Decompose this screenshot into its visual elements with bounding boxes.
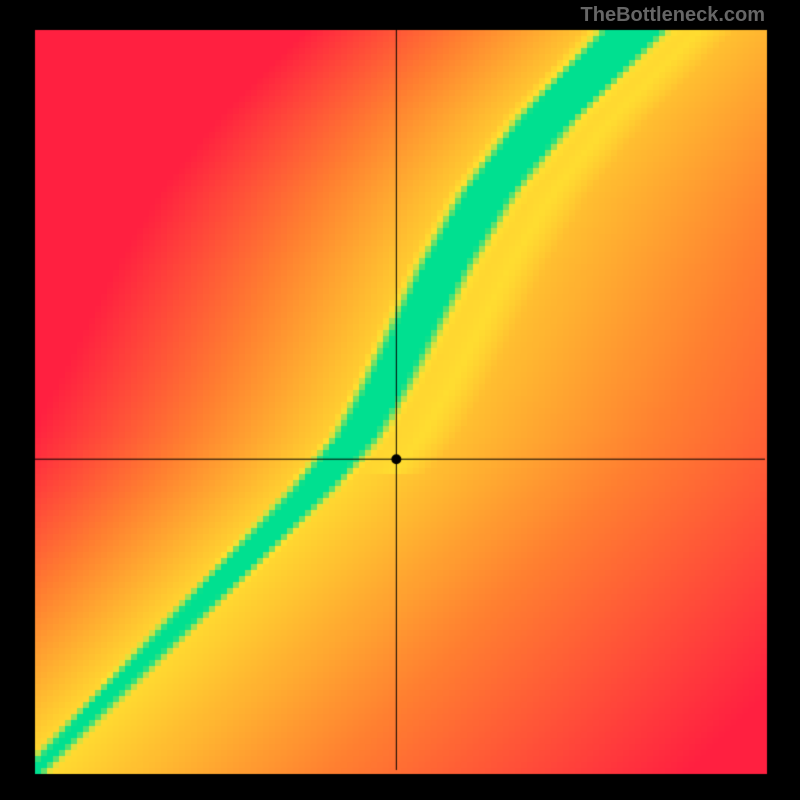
watermark-label: TheBottleneck.com xyxy=(581,4,765,27)
bottleneck-heatmap xyxy=(0,0,800,800)
